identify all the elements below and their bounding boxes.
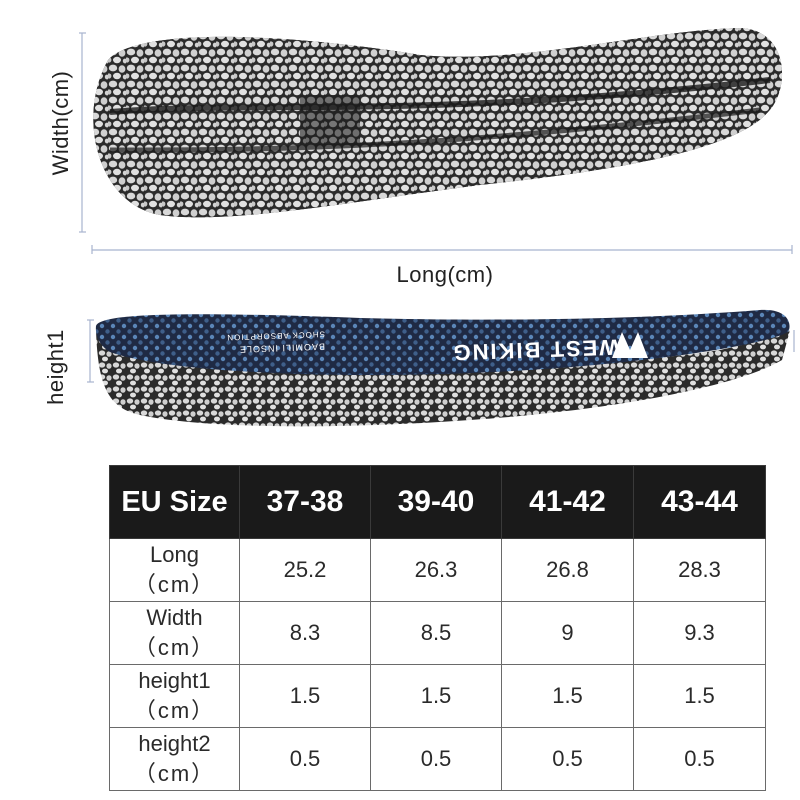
table-row: Width （cm） 8.3 8.5 9 9.3 xyxy=(109,601,766,665)
insole-bottom-view xyxy=(79,28,793,254)
brand-print: WEST BIKING xyxy=(451,334,620,365)
row-label: height2 xyxy=(138,731,211,756)
table-cell: 1.5 xyxy=(633,664,766,728)
table-cell: 0.5 xyxy=(370,727,502,791)
header-cell: 37-38 xyxy=(239,465,371,539)
table-cell: 0.5 xyxy=(239,727,371,791)
header-cell: 39-40 xyxy=(370,465,502,539)
header-cell: EU Size xyxy=(109,465,240,539)
table-cell: 0.5 xyxy=(501,727,634,791)
row-unit: （cm） xyxy=(133,761,216,786)
row-unit: （cm） xyxy=(133,635,216,660)
table-cell: 28.3 xyxy=(633,538,766,602)
row-unit: （cm） xyxy=(133,572,216,597)
table-cell: 26.3 xyxy=(370,538,502,602)
table-row: Long （cm） 25.2 26.3 26.8 28.3 xyxy=(109,538,766,602)
table-row: height2 （cm） 0.5 0.5 0.5 0.5 xyxy=(109,727,766,791)
header-cell: 41-42 xyxy=(501,465,634,539)
table-row: height1 （cm） 1.5 1.5 1.5 1.5 xyxy=(109,664,766,728)
table-cell: 1.5 xyxy=(239,664,371,728)
row-header: Width （cm） xyxy=(109,601,240,665)
table-cell: 1.5 xyxy=(501,664,634,728)
row-header: height2 （cm） xyxy=(109,727,240,791)
insole-side-view: WEST BIKING BAOMILI INSOLE SHOCK ABSORPT… xyxy=(87,309,795,427)
table-header-row: EU Size 37-38 39-40 41-42 43-44 xyxy=(109,465,766,539)
insole-print-2: SHOCK ABSORPTION xyxy=(226,330,325,342)
brand-logo-icon xyxy=(612,332,648,358)
row-unit: （cm） xyxy=(133,698,216,723)
table-cell: 9 xyxy=(501,601,634,665)
table-cell: 8.5 xyxy=(370,601,502,665)
table-cell: 26.8 xyxy=(501,538,634,602)
size-chart-table: EU Size 37-38 39-40 41-42 43-44 Long （cm）… xyxy=(109,465,766,791)
table-cell: 25.2 xyxy=(239,538,371,602)
insole-print-1: BAOMILI INSOLE xyxy=(239,342,325,355)
table-cell: 9.3 xyxy=(633,601,766,665)
table-cell: 1.5 xyxy=(370,664,502,728)
row-header: Long （cm） xyxy=(109,538,240,602)
height-label: height1 xyxy=(43,329,68,405)
row-header: height1 （cm） xyxy=(109,664,240,728)
header-cell: 43-44 xyxy=(633,465,766,539)
table-cell: 8.3 xyxy=(239,601,371,665)
long-label: Long(cm) xyxy=(396,262,494,287)
row-label: Width xyxy=(146,605,203,630)
width-label: Width(cm) xyxy=(48,70,73,176)
row-label: Long xyxy=(150,542,199,567)
table-cell: 0.5 xyxy=(633,727,766,791)
row-label: height1 xyxy=(138,668,211,693)
